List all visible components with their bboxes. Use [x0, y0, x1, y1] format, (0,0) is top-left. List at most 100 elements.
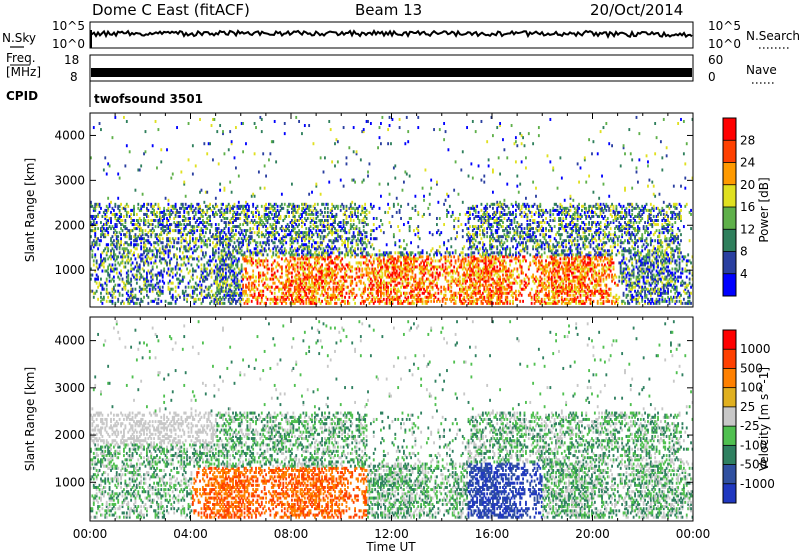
- echo-cell: [249, 241, 251, 244]
- echo-cell: [218, 227, 220, 230]
- echo-cell: [371, 243, 373, 246]
- echo-cell: [238, 257, 240, 260]
- echo-cell: [459, 280, 461, 283]
- echo-cell: [179, 215, 181, 218]
- echo-cell: [281, 257, 283, 260]
- echo-cell: [351, 280, 353, 283]
- echo-cell: [304, 124, 306, 127]
- echo-cell: [185, 195, 187, 198]
- echo-cell: [399, 209, 401, 212]
- echo-cell: [239, 217, 241, 220]
- echo-cell: [215, 223, 217, 226]
- echo-cell: [363, 179, 365, 182]
- echo-cell: [267, 227, 269, 230]
- echo-cell: [238, 237, 240, 240]
- echo-cell: [224, 302, 226, 305]
- echo-cell: [294, 257, 296, 260]
- echo-cell: [324, 211, 326, 214]
- echo-cell: [274, 282, 276, 285]
- echo-cell: [278, 255, 280, 258]
- echo-cell: [145, 243, 147, 246]
- echo-cell: [445, 288, 447, 291]
- echo-cell: [338, 247, 340, 250]
- echo-cell: [297, 261, 299, 264]
- echo-cell: [367, 263, 369, 266]
- echo-cell: [288, 298, 290, 301]
- echo-cell: [476, 205, 478, 208]
- echo-cell: [310, 225, 312, 228]
- echo-cell: [351, 276, 353, 279]
- echo-cell: [142, 257, 144, 260]
- echo-cell: [274, 241, 276, 244]
- echo-cell: [460, 168, 462, 171]
- echo-cell: [435, 276, 437, 279]
- echo-cell: [114, 263, 116, 266]
- date-title: 20/Oct/2014: [590, 1, 683, 19]
- echo-cell: [275, 237, 277, 240]
- cpid-row: CPID twofsound 3501: [6, 81, 203, 107]
- echo-cell: [206, 191, 208, 194]
- echo-cell: [429, 290, 431, 293]
- echo-cell: [301, 132, 303, 135]
- echo-cell: [311, 191, 313, 194]
- echo-cell: [437, 288, 439, 291]
- echo-cell: [130, 278, 132, 281]
- echo-cell: [291, 272, 293, 275]
- echo-cell: [333, 251, 335, 254]
- echo-cell: [351, 265, 353, 268]
- echo-cell: [475, 209, 477, 212]
- echo-cell: [361, 268, 363, 271]
- echo-cell: [186, 268, 188, 271]
- echo-cell: [149, 288, 151, 291]
- echo-cell: [244, 251, 246, 254]
- echo-cell: [343, 288, 345, 291]
- echo-cell: [271, 213, 273, 216]
- echo-cell: [228, 148, 230, 151]
- echo-cell: [369, 162, 371, 165]
- echo-cell: [216, 213, 218, 216]
- echo-cell: [361, 233, 363, 236]
- echo-cell: [435, 259, 437, 262]
- echo-cell: [413, 229, 415, 232]
- echo-cell: [124, 265, 126, 268]
- echo-cell: [235, 126, 237, 129]
- echo-cell: [320, 156, 322, 159]
- echo-cell: [206, 152, 208, 155]
- nsky-tick-top: 10^5: [52, 19, 85, 33]
- echo-cell: [257, 241, 259, 244]
- echo-cell: [112, 136, 114, 139]
- echo-cell: [188, 158, 190, 161]
- echo-cell: [241, 229, 243, 232]
- echo-cell: [403, 181, 405, 184]
- echo-cell: [178, 237, 180, 240]
- echo-cell: [417, 225, 419, 228]
- echo-cell: [353, 223, 355, 226]
- echo-cell: [351, 245, 353, 248]
- echo-cell: [432, 272, 434, 275]
- echo-cell: [113, 239, 115, 242]
- echo-cell: [245, 290, 247, 293]
- echo-cell: [356, 294, 358, 297]
- echo-cell: [94, 253, 96, 256]
- echo-cell: [348, 237, 350, 240]
- echo-cell: [96, 290, 98, 293]
- echo-cell: [170, 302, 172, 305]
- echo-cell: [163, 282, 165, 285]
- echo-cell: [290, 288, 292, 291]
- echo-cell: [396, 211, 398, 214]
- echo-cell: [209, 203, 211, 206]
- echo-cell: [268, 243, 270, 246]
- echo-cell: [133, 219, 135, 222]
- echo-cell: [373, 288, 375, 291]
- echo-cell: [351, 211, 353, 214]
- echo-cell: [168, 207, 170, 210]
- echo-cell: [218, 223, 220, 226]
- echo-cell: [211, 276, 213, 279]
- echo-cell: [180, 227, 182, 230]
- echo-cell: [268, 158, 270, 161]
- echo-cell: [304, 268, 306, 271]
- echo-cell: [447, 195, 449, 198]
- echo-cell: [120, 270, 122, 273]
- echo-cell: [389, 116, 391, 119]
- echo-cell: [301, 225, 303, 228]
